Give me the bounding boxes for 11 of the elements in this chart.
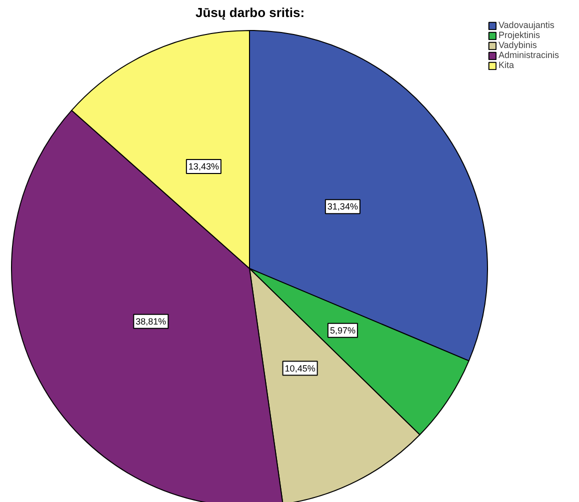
- legend-label: Projektinis: [498, 30, 540, 40]
- chart-title: Jūsų darbo sritis:: [195, 5, 305, 20]
- data-label: 31,34%: [327, 202, 358, 212]
- data-label: 13,43%: [188, 161, 219, 172]
- legend-label: Administracinis: [498, 50, 559, 60]
- data-label: 38,81%: [136, 316, 166, 326]
- data-label: 5,97%: [330, 325, 356, 336]
- legend-label: Vadovaujantis: [498, 20, 554, 30]
- data-label: 10,45%: [284, 363, 316, 374]
- legend-label: Vadybinis: [498, 40, 537, 50]
- legend-label: Kita: [498, 60, 515, 70]
